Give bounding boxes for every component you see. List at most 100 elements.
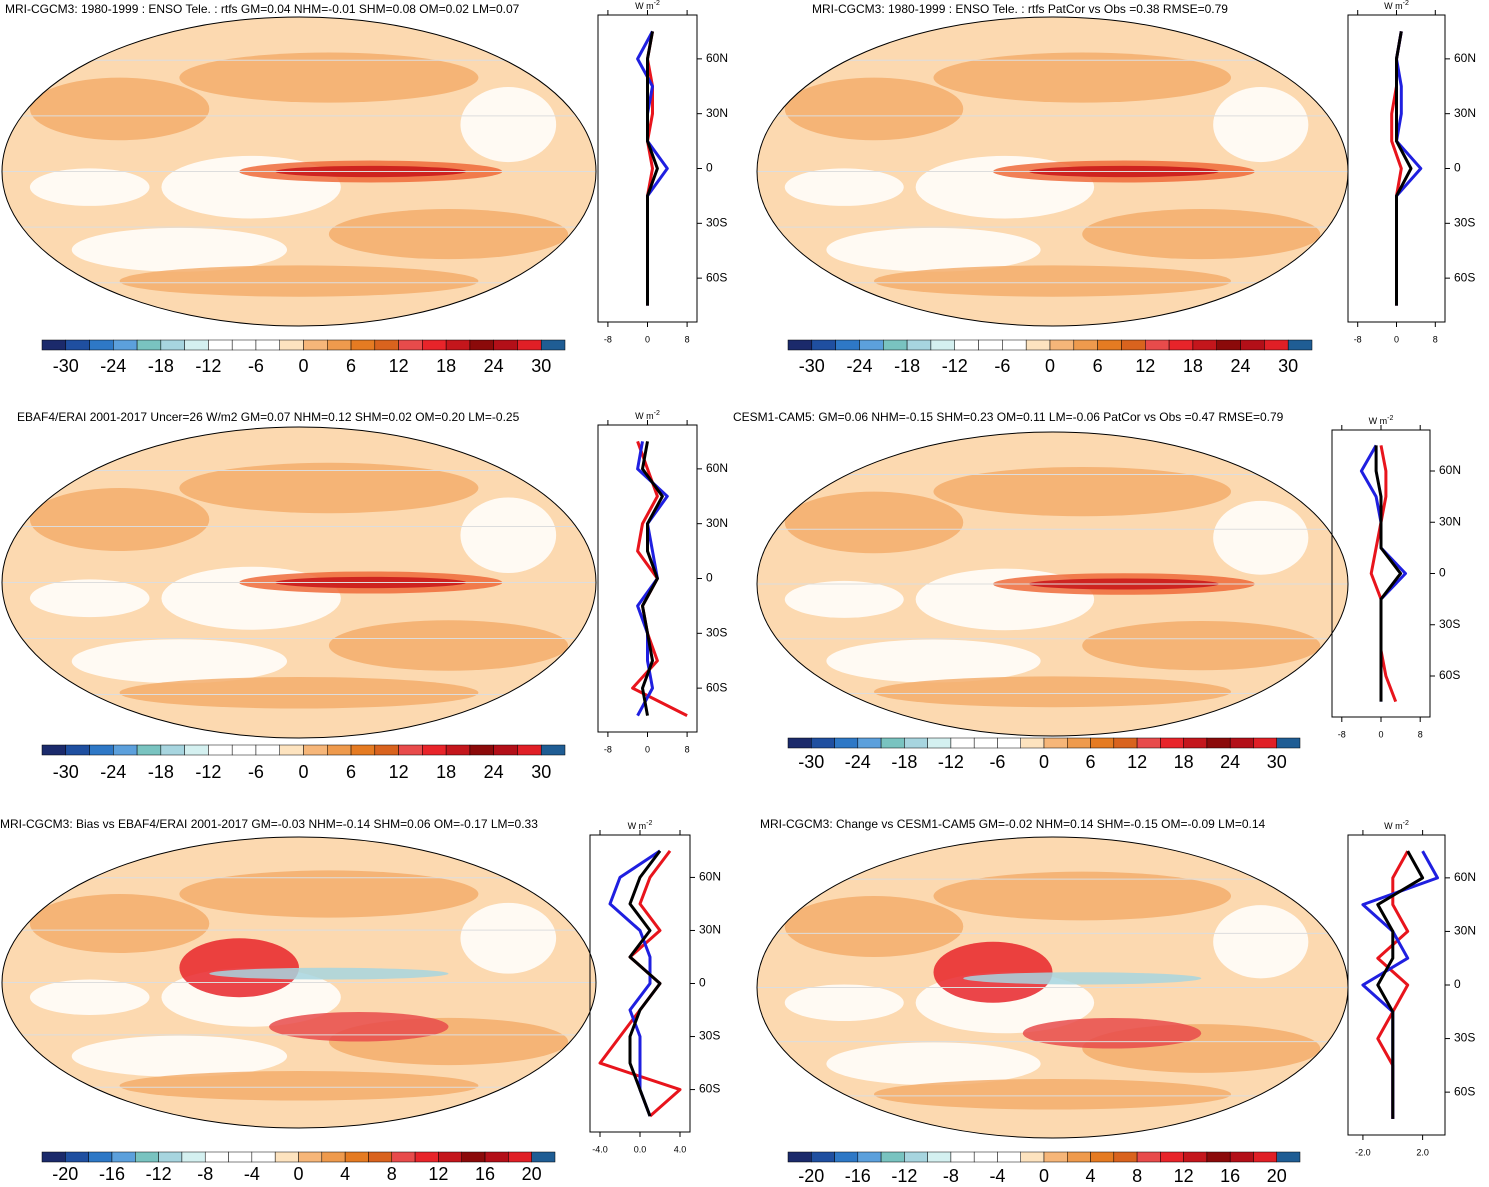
colorbar-swatch <box>469 339 494 351</box>
x-tick-label: -4.0 <box>592 1144 608 1154</box>
x-tick-label: 8 <box>685 744 690 754</box>
colorbar-swatch <box>978 339 1003 351</box>
colorbar-swatch <box>1097 339 1122 351</box>
map-outline <box>1 836 597 1129</box>
colorbar-label: 12 <box>389 762 409 782</box>
y-tick-label: 60N <box>706 461 728 475</box>
colorbar-swatch <box>89 744 114 756</box>
colorbar-swatch <box>113 339 138 351</box>
colorbar-swatch <box>811 737 835 749</box>
y-tick-label: 0 <box>706 571 713 585</box>
colorbar-swatch <box>136 339 162 351</box>
map-field <box>179 52 479 103</box>
colorbar-label: 20 <box>522 1164 542 1184</box>
map-field <box>179 938 299 998</box>
map-field <box>784 168 904 206</box>
colorbar-swatch <box>1229 737 1254 749</box>
colorbar-label: 6 <box>346 356 356 376</box>
colorbar-swatch <box>204 1151 229 1163</box>
map-field <box>119 677 479 709</box>
x-tick-label: 8 <box>1418 729 1423 739</box>
colorbar-swatch <box>1136 737 1161 749</box>
colorbar-swatch <box>231 339 257 351</box>
panel-title: MRI-CGCM3: 1980-1999 : ENSO Tele. : rtfs… <box>5 2 520 16</box>
y-tick-label: 30N <box>1454 106 1476 120</box>
y-tick-label: 60N <box>1454 870 1476 884</box>
map <box>2 427 596 738</box>
colorbar-label: -12 <box>195 762 221 782</box>
colorbar-swatch <box>228 1151 253 1163</box>
colorbar-swatch <box>493 339 518 351</box>
colorbar-swatch <box>438 1151 462 1163</box>
colorbar-swatch <box>445 744 471 756</box>
colorbar-swatch <box>531 1151 556 1163</box>
colorbar-swatch <box>251 1151 276 1163</box>
colorbar-swatch <box>1073 339 1098 351</box>
y-tick-label: 30N <box>706 516 728 530</box>
y-tick-label: 0 <box>1454 161 1461 175</box>
colorbar-label: 6 <box>1086 752 1096 772</box>
colorbar-swatch <box>973 1151 998 1163</box>
colorbar-label: 12 <box>428 1164 448 1184</box>
colorbar-swatch <box>1145 339 1170 351</box>
unit-label: W m-2 <box>1384 820 1409 832</box>
map-field <box>1213 905 1309 979</box>
colorbar-label: 18 <box>436 762 456 782</box>
colorbar-label: 30 <box>531 762 551 782</box>
colorbar-swatch <box>950 737 975 749</box>
panel-title: EBAF4/ERAI 2001-2017 Uncer=26 W/m2 GM=0.… <box>17 410 520 424</box>
unit-sup: -2 <box>646 820 652 827</box>
x-tick-label: 8 <box>685 334 690 344</box>
colorbar-swatch <box>927 737 952 749</box>
colorbar-swatch <box>274 1151 299 1163</box>
colorbar-label: 24 <box>1220 752 1240 772</box>
colorbar-swatch <box>1253 1151 1277 1163</box>
colorbar-label: -24 <box>100 356 126 376</box>
colorbar-label: -18 <box>148 762 174 782</box>
y-tick-label: 60S <box>706 680 727 694</box>
unit-sup: -2 <box>1403 820 1409 827</box>
colorbar-swatch <box>1168 339 1194 351</box>
map-field <box>874 676 1231 708</box>
x-tick-label: -2.0 <box>1355 1147 1371 1157</box>
colorbar-label: 8 <box>387 1164 397 1184</box>
colorbar-swatch <box>414 1151 439 1163</box>
colorbar-label: -8 <box>943 1166 959 1186</box>
colorbar-swatch <box>859 339 884 351</box>
colorbar-swatch <box>158 1151 183 1163</box>
colorbar-swatch <box>1121 339 1146 351</box>
colorbar-swatch <box>298 1151 323 1163</box>
colorbar-swatch <box>1067 737 1091 749</box>
colorbar-swatch <box>930 339 955 351</box>
map-field <box>179 462 479 514</box>
colorbar-swatch <box>1264 339 1289 351</box>
map-outline <box>1 426 597 739</box>
panel-title: CESM1-CAM5: GM=0.06 NHM=-0.15 SHM=0.23 O… <box>733 410 1284 424</box>
unit-sup: -2 <box>1403 0 1409 7</box>
colorbar-swatch <box>787 737 812 749</box>
y-tick-label: 30S <box>1454 215 1475 229</box>
map-field <box>29 488 210 551</box>
colorbar-swatch <box>135 1151 159 1163</box>
colorbar-label: 20 <box>1267 1166 1287 1186</box>
colorbar-swatch <box>1002 339 1027 351</box>
colorbar-swatch <box>445 339 471 351</box>
map-field <box>71 639 288 684</box>
map <box>757 432 1348 736</box>
colorbar-swatch <box>461 1151 486 1163</box>
colorbar-swatch <box>834 737 859 749</box>
colorbar-label: 4 <box>1086 1166 1096 1186</box>
map-field <box>963 972 1202 985</box>
colorbar-label: 0 <box>1039 752 1049 772</box>
colorbar-swatch <box>327 744 352 756</box>
zonal-line <box>1376 850 1425 1119</box>
map-field <box>1082 209 1321 260</box>
map-field <box>29 168 150 206</box>
colorbar-label: -6 <box>248 762 264 782</box>
y-tick-label: 30N <box>699 923 721 937</box>
map-field <box>328 620 569 671</box>
map-field <box>29 979 150 1015</box>
colorbar-swatch <box>344 1151 369 1163</box>
colorbar-swatch <box>973 737 998 749</box>
colorbar-swatch <box>904 1151 928 1163</box>
